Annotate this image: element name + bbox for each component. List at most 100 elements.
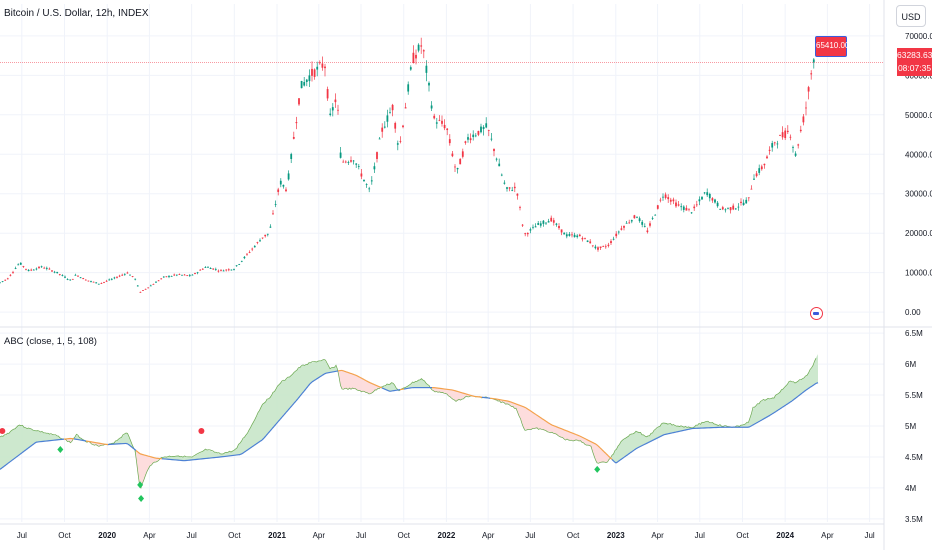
bull-fill: [774, 395, 776, 413]
baseline-segment: [515, 403, 519, 406]
baseline-segment: [377, 385, 381, 388]
bear-fill: [372, 383, 374, 393]
baseline-segment: [783, 404, 787, 407]
currency-button[interactable]: USD: [896, 5, 926, 27]
candle-body: [40, 266, 43, 268]
candle-body: [324, 66, 326, 69]
candle-body: [12, 272, 14, 274]
candle-body: [467, 137, 469, 140]
indicator-title[interactable]: ABC (close, 1, 5, 108): [4, 336, 97, 347]
bull-fill: [666, 422, 668, 435]
bull-fill: [40, 431, 42, 442]
bear-fill: [362, 378, 364, 393]
bull-fill: [298, 367, 300, 399]
candle-body: [807, 87, 810, 92]
candle-body: [805, 107, 807, 109]
bull-fill: [286, 377, 288, 413]
bull-fill: [18, 424, 20, 456]
candle-body: [760, 166, 763, 170]
candle-body: [38, 266, 40, 269]
bull-fill: [642, 434, 644, 446]
bull-fill: [248, 428, 250, 450]
chart-title: Bitcoin / U.S. Dollar, 12h, INDEX: [4, 8, 149, 19]
candle-body: [256, 242, 259, 244]
candle-body: [0, 282, 1, 284]
candle-body: [594, 246, 597, 249]
bull-fill: [638, 431, 640, 448]
bear-fill: [570, 432, 572, 441]
candle-body: [321, 63, 324, 68]
baseline-segment: [375, 384, 379, 387]
bull-fill: [48, 433, 50, 441]
bull-fill: [78, 435, 80, 440]
bull-fill: [174, 455, 176, 460]
candle-body: [552, 220, 555, 223]
bull-fill: [672, 424, 674, 433]
period-high-label[interactable]: 65410.00: [815, 36, 849, 57]
candle-body: [610, 241, 612, 244]
candle-body: [212, 268, 215, 270]
candle-body: [27, 269, 30, 272]
baseline-segment: [815, 382, 819, 384]
bull-fill: [626, 436, 628, 456]
candle-body: [201, 268, 204, 270]
event-flag-icon[interactable]: [810, 307, 823, 320]
bull-fill: [646, 436, 648, 444]
baseline-segment: [647, 441, 651, 444]
baseline-segment: [637, 446, 641, 449]
bull-fill: [678, 426, 680, 432]
bear-fill: [356, 375, 358, 391]
x-tick-label: Apr: [313, 531, 326, 540]
baseline-segment: [571, 432, 575, 435]
baseline-segment: [343, 370, 347, 373]
baseline-segment: [757, 420, 761, 423]
buy-signal-marker: [137, 481, 144, 489]
bear-fill: [552, 425, 554, 434]
candle-body: [399, 140, 402, 142]
baseline-segment: [365, 380, 369, 383]
baseline-segment: [759, 419, 763, 422]
sell-signal-marker: [0, 427, 6, 434]
bull-fill: [770, 397, 772, 416]
price-candles: [0, 37, 818, 293]
bull-fill: [192, 456, 194, 460]
candle-body: [633, 215, 636, 219]
bull-fill: [10, 430, 12, 462]
baseline-segment: [541, 418, 545, 421]
baseline-segment: [521, 405, 525, 408]
candle-body: [651, 217, 654, 219]
bull-fill: [218, 453, 220, 458]
candle-body: [238, 264, 241, 265]
baseline-segment: [249, 446, 253, 449]
baseline-segment: [555, 426, 559, 428]
candle-body: [675, 202, 677, 207]
baseline-segment: [13, 456, 17, 460]
baseline-segment: [655, 437, 659, 440]
bull-fill: [240, 440, 242, 455]
candle-body: [350, 160, 352, 162]
candle-body: [560, 229, 563, 233]
baseline-segment: [463, 392, 467, 395]
bull-fill: [4, 434, 6, 467]
bear-fill: [454, 390, 456, 401]
candle-body: [417, 44, 420, 51]
candle-body: [620, 228, 623, 230]
candle-body: [370, 180, 373, 182]
bear-fill: [148, 456, 150, 470]
candle-body: [495, 158, 498, 160]
baseline-segment: [1, 465, 5, 469]
candle-body: [708, 193, 711, 199]
bull-fill: [776, 393, 778, 412]
candle-body: [625, 222, 628, 224]
baseline-segment: [315, 377, 319, 380]
bull-fill: [630, 433, 632, 454]
bull-fill: [172, 456, 174, 460]
candle-body: [100, 283, 103, 284]
bull-fill: [746, 422, 748, 428]
candle-body: [662, 196, 664, 198]
bear-fill: [550, 423, 552, 433]
candle-body: [776, 143, 779, 145]
bear-fill: [532, 411, 534, 429]
bull-fill: [212, 451, 214, 458]
